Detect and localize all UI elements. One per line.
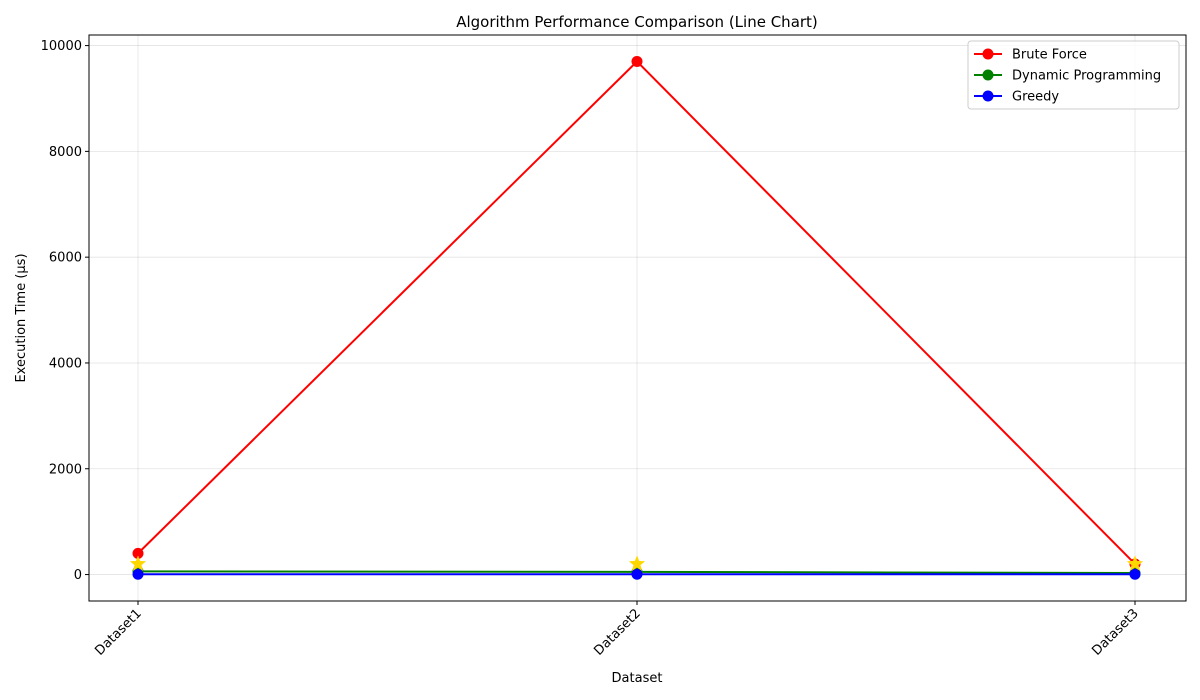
star-marker <box>628 555 646 572</box>
data-point <box>631 568 643 580</box>
legend-marker <box>982 69 994 81</box>
legend-marker <box>982 90 994 102</box>
x-tick-label: Dataset1 <box>92 606 144 658</box>
data-point <box>631 55 643 67</box>
legend-marker <box>982 48 994 60</box>
x-tick-label: Dataset3 <box>1089 606 1141 658</box>
legend-item: Greedy <box>974 90 1059 105</box>
plot-frame <box>88 34 1187 602</box>
y-axis-label: Execution Time (μs) <box>14 253 29 382</box>
data-point <box>132 547 144 559</box>
series-layer <box>129 55 1144 580</box>
star-marker <box>129 555 147 572</box>
y-tick-label: 4000 <box>49 356 82 371</box>
x-tick-label: Dataset2 <box>591 606 643 658</box>
series-brute-force <box>132 55 1141 570</box>
x-axis: Dataset1 Dataset2 Dataset3 <box>92 601 1142 659</box>
star-marker <box>1126 555 1144 572</box>
y-tick-label: 8000 <box>49 145 82 160</box>
y-tick-label: 2000 <box>49 462 82 477</box>
chart-title: Algorithm Performance Comparison (Line C… <box>456 13 818 31</box>
legend-label: Dynamic Programming <box>1012 69 1161 84</box>
y-tick-label: 6000 <box>49 251 82 266</box>
legend-box <box>967 40 1180 110</box>
x-axis-label: Dataset <box>612 671 663 686</box>
legend-label: Greedy <box>1012 90 1059 105</box>
series-line <box>137 60 1136 565</box>
y-tick-label: 0 <box>74 568 82 583</box>
y-tick-label: 10000 <box>41 39 82 54</box>
data-point <box>132 568 144 580</box>
series-greedy <box>132 568 1141 580</box>
legend: Brute Force Dynamic Programming Greedy <box>967 40 1180 110</box>
grid <box>89 35 1186 601</box>
y-axis: 0 2000 4000 6000 8000 10000 <box>41 39 89 583</box>
legend-item: Dynamic Programming <box>974 69 1161 84</box>
legend-item: Brute Force <box>974 48 1087 63</box>
data-point <box>1129 568 1141 580</box>
star-markers <box>129 555 1144 572</box>
legend-label: Brute Force <box>1012 48 1087 63</box>
